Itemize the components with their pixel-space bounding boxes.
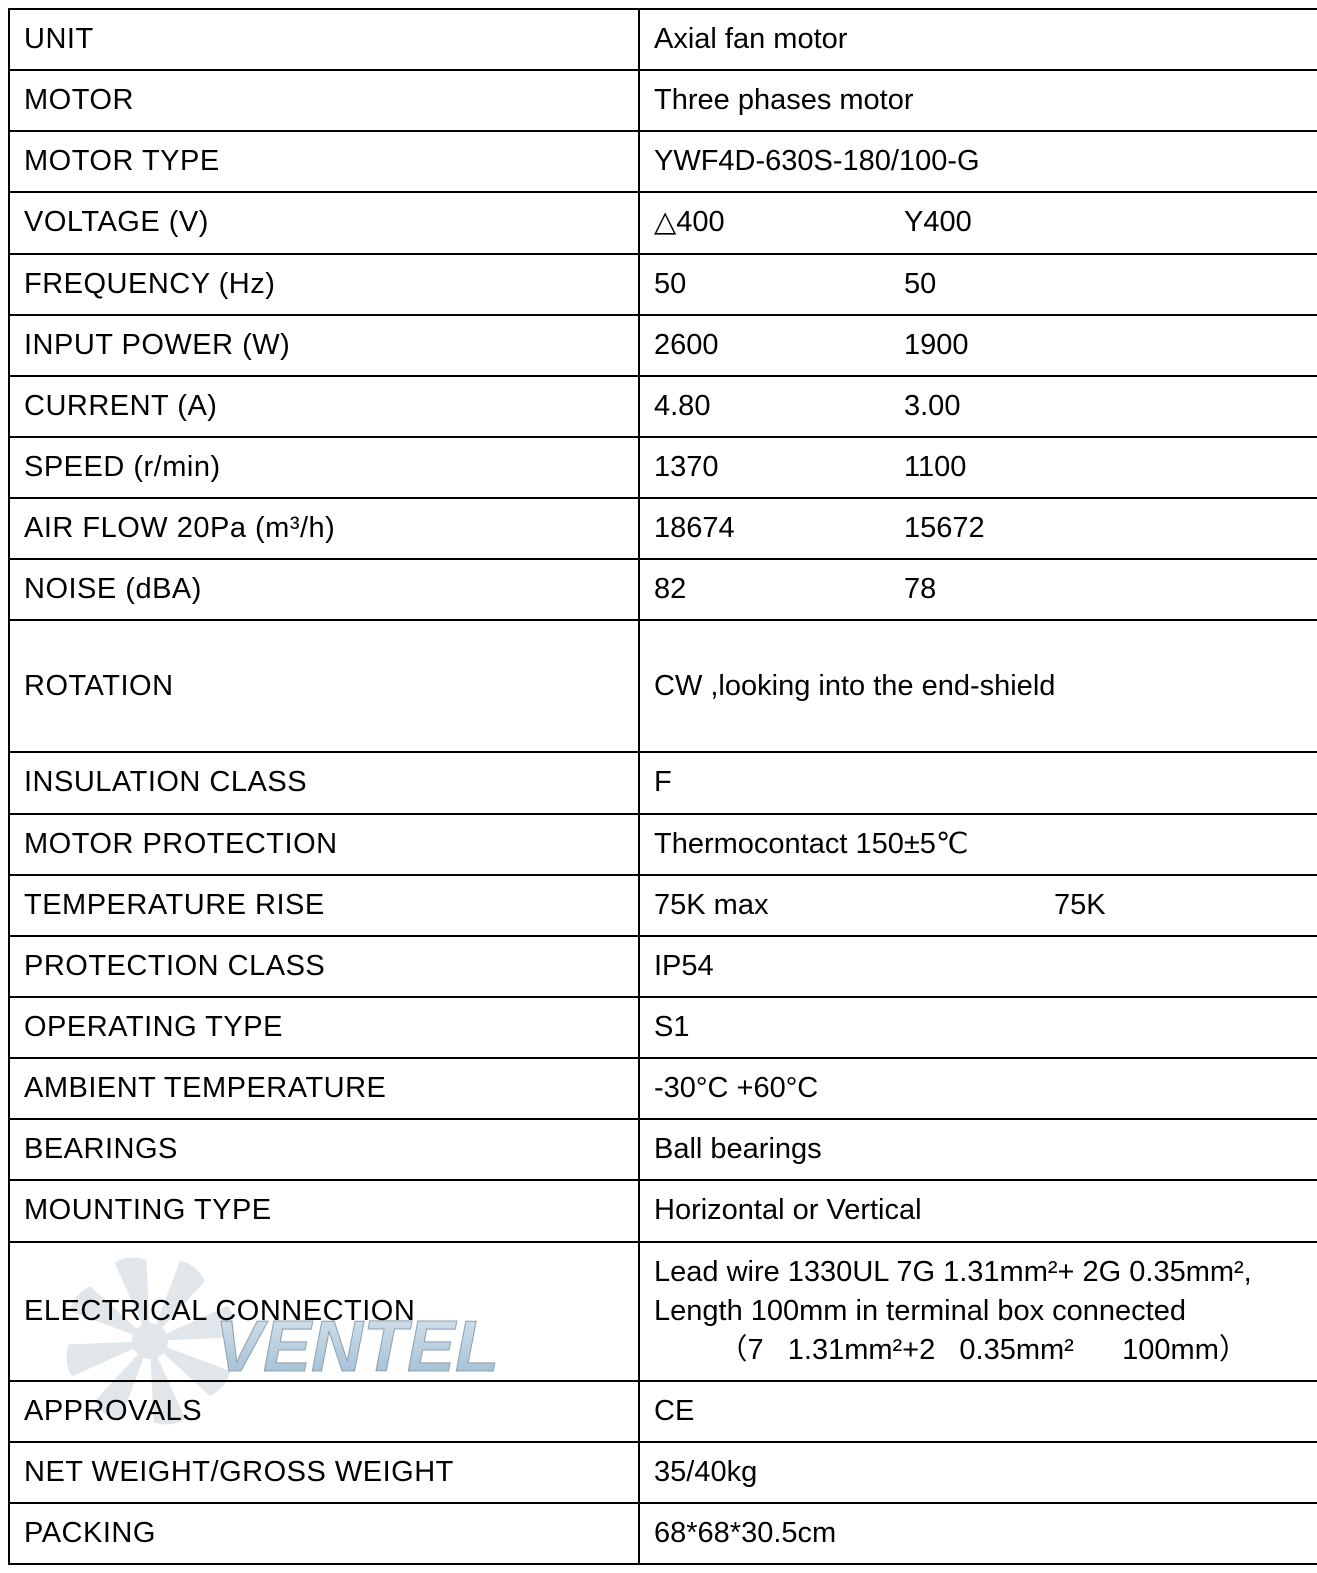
table-row: PROTECTION CLASSIP54 <box>9 936 1317 997</box>
spec-label: SPEED (r/min) <box>9 437 639 498</box>
spec-value: IP54 <box>639 936 1317 997</box>
table-row: UNITAxial fan motor <box>9 9 1317 70</box>
spec-value-wye: 75K <box>1054 886 1106 925</box>
spec-label: AMBIENT TEMPERATURE <box>9 1058 639 1119</box>
spec-value-delta: 2600 <box>654 326 904 365</box>
spec-value: Ball bearings <box>639 1119 1317 1180</box>
spec-value-wye: 50 <box>904 265 936 304</box>
spec-label: MOUNTING TYPE <box>9 1180 639 1241</box>
table-row: OPERATING TYPES1 <box>9 997 1317 1058</box>
table-row: MOTORThree phases motor <box>9 70 1317 131</box>
table-row: INSULATION CLASSF <box>9 752 1317 813</box>
spec-label: NOISE (dBA) <box>9 559 639 620</box>
spec-label: VOLTAGE (V) <box>9 192 639 253</box>
spec-value: 4.803.00 <box>639 376 1317 437</box>
table-row: BEARINGSBall bearings <box>9 1119 1317 1180</box>
spec-value: YWF4D-630S-180/100-G <box>639 131 1317 192</box>
table-row: APPROVALSCE <box>9 1381 1317 1442</box>
spec-label: BEARINGS <box>9 1119 639 1180</box>
spec-value-line: Lead wire 1330UL 7G 1.31mm²+ 2G 0.35mm², <box>654 1253 1317 1292</box>
spec-value-delta: 4.80 <box>654 387 904 426</box>
spec-value: 8278 <box>639 559 1317 620</box>
spec-value-wye: 1900 <box>904 326 969 365</box>
spec-label: CURRENT (A) <box>9 376 639 437</box>
spec-value: 68*68*30.5cm <box>639 1503 1317 1564</box>
spec-label: ELECTRICAL CONNECTION <box>9 1242 639 1381</box>
spec-value-delta: △400 <box>654 203 904 242</box>
spec-value-line: Length 100mm in terminal box connected <box>654 1292 1317 1331</box>
spec-value: F <box>639 752 1317 813</box>
spec-label: INPUT POWER (W) <box>9 315 639 376</box>
spec-label: INSULATION CLASS <box>9 752 639 813</box>
spec-value-wye: 1100 <box>904 448 966 487</box>
table-row: VOLTAGE (V)△400Y400 <box>9 192 1317 253</box>
table-row: AMBIENT TEMPERATURE-30°C +60°C <box>9 1058 1317 1119</box>
table-row: TEMPERATURE RISE75K max75K <box>9 875 1317 936</box>
spec-value-delta: 50 <box>654 265 904 304</box>
table-row: FREQUENCY (Hz)5050 <box>9 254 1317 315</box>
spec-value: 26001900 <box>639 315 1317 376</box>
spec-label: AIR FLOW 20Pa (m³/h) <box>9 498 639 559</box>
spec-value-wye: 3.00 <box>904 387 960 426</box>
spec-value-wye: 15672 <box>904 509 985 548</box>
spec-value: Lead wire 1330UL 7G 1.31mm²+ 2G 0.35mm²,… <box>639 1242 1317 1381</box>
spec-label: UNIT <box>9 9 639 70</box>
spec-label: NET WEIGHT/GROSS WEIGHT <box>9 1442 639 1503</box>
spec-label: TEMPERATURE RISE <box>9 875 639 936</box>
spec-value: CW ,looking into the end-shield <box>639 620 1317 752</box>
table-row: PACKING68*68*30.5cm <box>9 1503 1317 1564</box>
spec-value: Thermocontact 150±5℃ <box>639 814 1317 875</box>
spec-label: ROTATION <box>9 620 639 752</box>
spec-value: -30°C +60°C <box>639 1058 1317 1119</box>
spec-value: 5050 <box>639 254 1317 315</box>
spec-value-delta: 18674 <box>654 509 904 548</box>
table-row: CURRENT (A)4.803.00 <box>9 376 1317 437</box>
spec-label: FREQUENCY (Hz) <box>9 254 639 315</box>
table-row: NET WEIGHT/GROSS WEIGHT35/40kg <box>9 1442 1317 1503</box>
spec-value-line: （7 1.31mm²+2 0.35mm² 100mm） <box>654 1331 1317 1370</box>
spec-label: APPROVALS <box>9 1381 639 1442</box>
spec-value: 75K max75K <box>639 875 1317 936</box>
table-row: ELECTRICAL CONNECTIONLead wire 1330UL 7G… <box>9 1242 1317 1381</box>
spec-label: MOTOR TYPE <box>9 131 639 192</box>
spec-label: MOTOR PROTECTION <box>9 814 639 875</box>
spec-table: UNITAxial fan motorMOTORThree phases mot… <box>8 8 1317 1565</box>
table-row: MOTOR TYPEYWF4D-630S-180/100-G <box>9 131 1317 192</box>
table-row: INPUT POWER (W)26001900 <box>9 315 1317 376</box>
spec-value: S1 <box>639 997 1317 1058</box>
spec-value: 1867415672 <box>639 498 1317 559</box>
table-row: MOTOR PROTECTIONThermocontact 150±5℃ <box>9 814 1317 875</box>
spec-value: 13701100 <box>639 437 1317 498</box>
spec-value: △400Y400 <box>639 192 1317 253</box>
table-row: SPEED (r/min)13701100 <box>9 437 1317 498</box>
table-row: ROTATIONCW ,looking into the end-shield <box>9 620 1317 752</box>
spec-value: Axial fan motor <box>639 9 1317 70</box>
spec-value-wye: Y400 <box>904 203 972 242</box>
spec-value-delta: 75K max <box>654 886 1054 925</box>
table-row: NOISE (dBA)8278 <box>9 559 1317 620</box>
spec-label: PROTECTION CLASS <box>9 936 639 997</box>
spec-value: Three phases motor <box>639 70 1317 131</box>
spec-value: 35/40kg <box>639 1442 1317 1503</box>
spec-value-wye: 78 <box>904 570 936 609</box>
table-row: AIR FLOW 20Pa (m³/h)1867415672 <box>9 498 1317 559</box>
spec-label: OPERATING TYPE <box>9 997 639 1058</box>
spec-value-delta: 82 <box>654 570 904 609</box>
spec-value: Horizontal or Vertical <box>639 1180 1317 1241</box>
table-row: MOUNTING TYPEHorizontal or Vertical <box>9 1180 1317 1241</box>
spec-value: CE <box>639 1381 1317 1442</box>
spec-label: PACKING <box>9 1503 639 1564</box>
spec-label: MOTOR <box>9 70 639 131</box>
spec-value-delta: 1370 <box>654 448 904 487</box>
